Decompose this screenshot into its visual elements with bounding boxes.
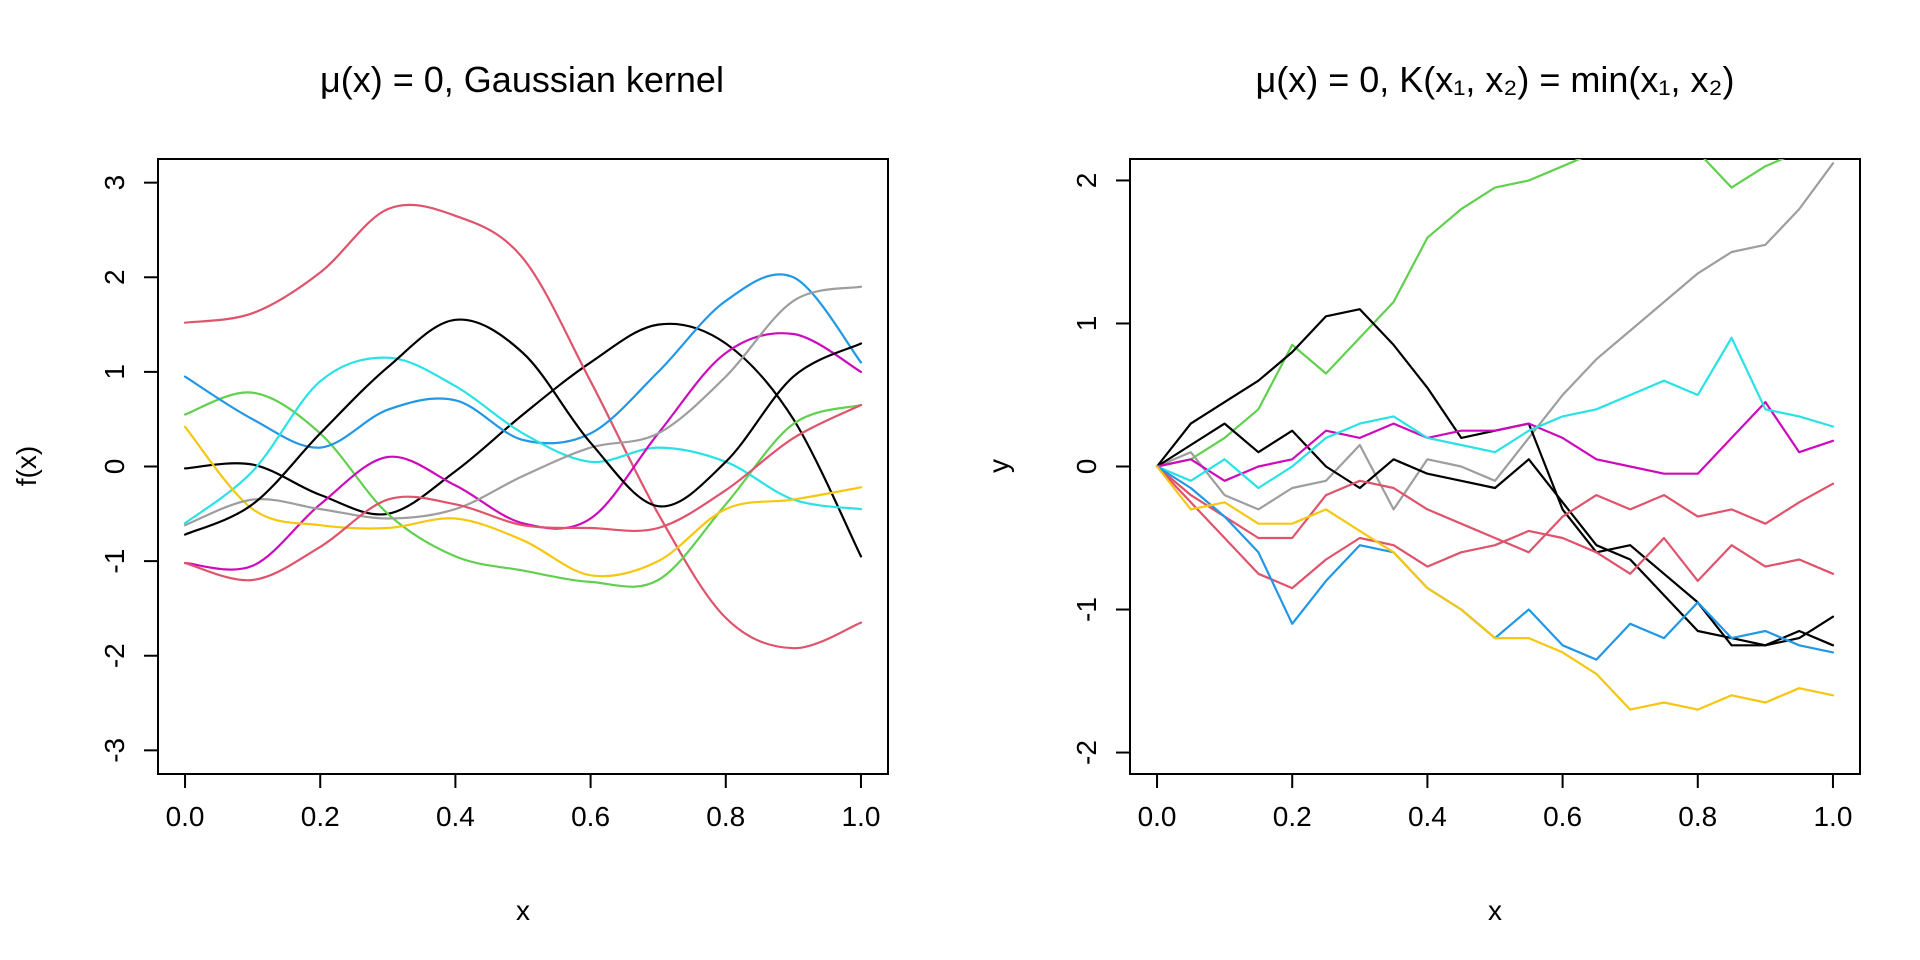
left-series-line-5 [183,356,863,525]
right-x-axis-title: x [1488,895,1502,926]
left-x-tick-label: 0.8 [706,801,745,832]
right-series-line-5 [1155,401,1835,482]
left-x-axis-title: x [516,895,530,926]
left-series-line-7 [183,425,863,578]
left-x-tick-label: 0.6 [571,801,610,832]
left-series-line-3 [183,391,863,588]
left-panel: μ(x) = 0, Gaussian kernel 0.0 0.2 0.4 0.6 0.… [11,59,889,926]
left-x-tick-label: 1.0 [841,801,880,832]
left-y-tick-label: -3 [99,738,130,763]
right-y-tick-label: 0 [1071,459,1102,475]
left-series-line-6 [183,332,863,571]
right-y-tick-label: -1 [1071,597,1102,622]
right-panel: μ(x) = 0, K(x₁, x₂) = min(x₁, x₂) 0.0 0.2… [983,59,1861,926]
right-series-line-2 [1155,162,1835,511]
right-panel-title: μ(x) = 0, K(x₁, x₂) = min(x₁, x₂) [1255,59,1734,100]
left-series-line-9 [183,318,863,536]
right-y-tick-label: 2 [1071,173,1102,189]
left-x-tick-label: 0.0 [166,801,205,832]
right-x-tick-label: 0.4 [1408,801,1447,832]
left-panel-title: μ(x) = 0, Gaussian kernel [320,59,724,100]
left-y-tick-label: 1 [99,364,130,380]
left-y-tick-label: 0 [99,459,130,475]
right-x-tick-label: 1.0 [1813,801,1852,832]
right-y-axis: -2 -1 0 1 2 [1071,173,1130,765]
right-x-tick-label: 0.0 [1138,801,1177,832]
left-y-tick-label: -2 [99,643,130,668]
left-y-axis: -3 -2 -1 0 1 2 3 [99,175,158,763]
left-y-tick-label: 2 [99,269,130,285]
right-y-axis-title: y [983,459,1014,473]
right-y-tick-label: -2 [1071,740,1102,765]
right-x-tick-label: 0.2 [1273,801,1312,832]
left-series-line-2 [183,203,863,650]
right-x-tick-label: 0.6 [1543,801,1582,832]
left-y-axis-title: f(x) [11,446,42,486]
right-x-axis: 0.0 0.2 0.4 0.6 0.8 1.0 [1138,774,1852,832]
left-x-tick-label: 0.4 [436,801,475,832]
right-y-tick-label: 1 [1071,316,1102,332]
right-series-line-4 [1155,422,1835,647]
right-x-tick-label: 0.8 [1678,801,1717,832]
right-series-line-1 [1155,159,1786,468]
right-series-lines [1155,159,1835,711]
left-series-line-10 [183,403,863,582]
left-y-tick-label: 3 [99,175,130,191]
left-series-lines [183,203,863,650]
right-series-line-7 [1155,465,1835,554]
left-x-axis: 0.0 0.2 0.4 0.6 0.8 1.0 [166,774,880,832]
right-series-line-10 [1155,465,1835,711]
left-series-line-1 [183,322,863,558]
left-series-line-8 [183,285,863,527]
left-y-tick-label: -1 [99,549,130,574]
right-series-line-6 [1155,336,1835,490]
left-x-tick-label: 0.2 [301,801,340,832]
